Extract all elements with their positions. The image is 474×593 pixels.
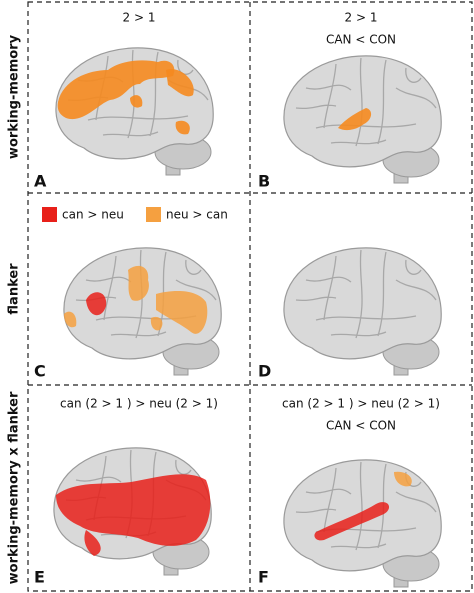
brain-image — [53, 447, 212, 576]
row-label: working-memory — [7, 34, 22, 159]
row-label: working-memory x flanker — [7, 391, 22, 584]
brain-image — [55, 47, 214, 176]
panel-title: CAN < CON — [326, 419, 396, 433]
panel-title: CAN < CON — [326, 33, 396, 47]
row-label: flanker — [7, 263, 22, 315]
brain-image — [283, 247, 442, 376]
legend-label: can > neu — [62, 208, 124, 222]
legend-swatch — [146, 207, 161, 222]
legend-label: neu > can — [166, 208, 228, 222]
panel-title: 2 > 1 — [123, 11, 156, 25]
brain-image — [63, 247, 222, 376]
panel-letter: A — [34, 172, 47, 191]
legend-swatch — [42, 207, 57, 222]
panel-letter: E — [34, 568, 45, 587]
brain-image — [283, 459, 442, 588]
panel-title: can (2 > 1 ) > neu (2 > 1) — [60, 397, 218, 411]
panel-letter: F — [258, 568, 269, 587]
panel-title: can (2 > 1 ) > neu (2 > 1) — [282, 397, 440, 411]
panel-letter: D — [258, 362, 271, 381]
panel-title: 2 > 1 — [345, 11, 378, 25]
panel-letter: B — [258, 172, 270, 191]
panel-letter: C — [34, 362, 46, 381]
brain-image — [283, 55, 442, 184]
